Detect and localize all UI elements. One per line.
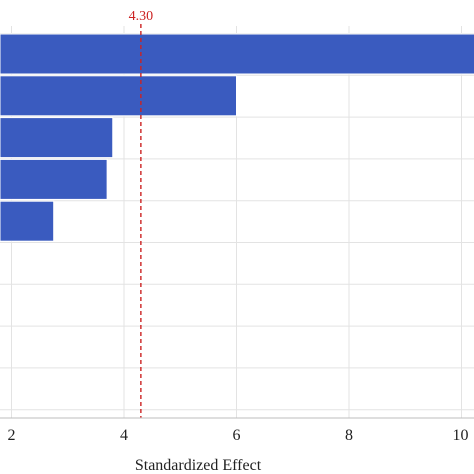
x-tick-label: 2 (8, 427, 16, 444)
x-axis: 2 4 6 8 10 (0, 417, 474, 444)
reference-line-group: 4.30 (129, 9, 154, 418)
bar (0, 158, 108, 200)
x-axis-title: Standardized Effect (135, 457, 262, 474)
bar (0, 75, 237, 117)
reference-line-label: 4.30 (129, 9, 154, 24)
bars (0, 33, 474, 242)
bar (0, 33, 474, 75)
bar (0, 200, 55, 242)
x-tick-label: 10 (453, 427, 469, 444)
x-tick-label: 4 (120, 427, 128, 444)
bar (0, 117, 114, 159)
x-tick-label: 6 (233, 427, 241, 444)
x-tick-label: 8 (345, 427, 353, 444)
